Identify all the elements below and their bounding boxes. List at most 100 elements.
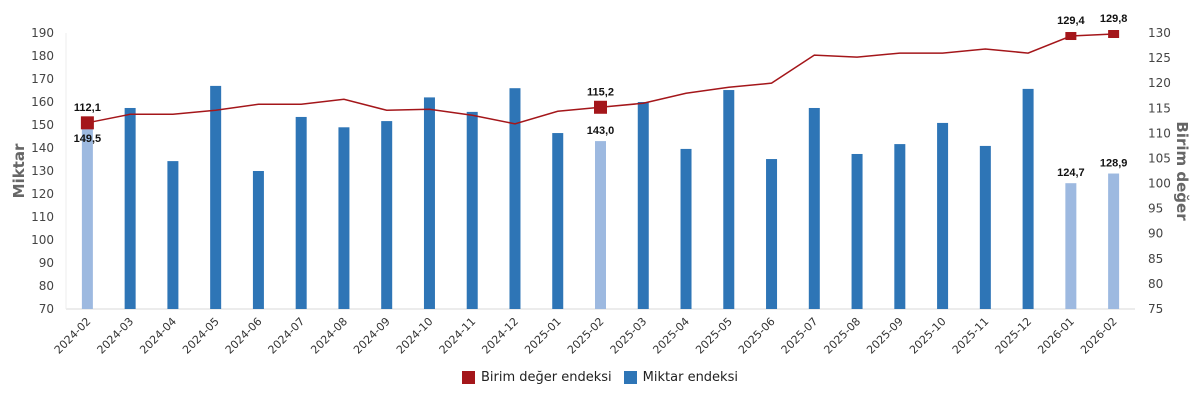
y-tick-label: 80 bbox=[39, 279, 54, 293]
data-label: 124,7 bbox=[1057, 167, 1085, 179]
x-tick-label: 2025-05 bbox=[693, 315, 735, 357]
bar[interactable] bbox=[766, 159, 778, 309]
x-tick-label: 2024-11 bbox=[437, 315, 479, 357]
y-tick-label: 160 bbox=[31, 95, 54, 109]
line-marker[interactable] bbox=[80, 116, 94, 130]
bar[interactable] bbox=[1108, 173, 1120, 309]
right-y-axis: 75 80 85 90 95 100 105 110 115 120 125 130 bbox=[1148, 26, 1171, 316]
data-label: 128,9 bbox=[1100, 158, 1128, 170]
bar[interactable] bbox=[124, 107, 136, 309]
y-right-tick-label: 125 bbox=[1148, 51, 1171, 65]
legend-swatch-red-icon bbox=[462, 371, 475, 384]
y-right-tick-label: 130 bbox=[1148, 26, 1171, 40]
bar[interactable] bbox=[552, 133, 564, 309]
legend-item-miktar[interactable]: Miktar endeksi bbox=[623, 370, 738, 385]
x-tick-label: 2026-01 bbox=[1035, 315, 1077, 357]
bar[interactable] bbox=[808, 107, 820, 309]
y-tick-label: 70 bbox=[39, 302, 54, 316]
bar[interactable] bbox=[723, 90, 735, 309]
bar[interactable] bbox=[637, 102, 649, 309]
y-tick-label: 100 bbox=[31, 233, 54, 247]
line-marker[interactable] bbox=[594, 100, 607, 114]
bar[interactable] bbox=[1022, 88, 1034, 309]
legend-swatch-blue-icon bbox=[623, 371, 637, 384]
y-right-tick-label: 80 bbox=[1148, 277, 1163, 291]
x-tick-label: 2024-06 bbox=[223, 315, 265, 357]
bar[interactable] bbox=[851, 153, 863, 309]
y-right-tick-label: 95 bbox=[1148, 202, 1163, 216]
legend-item-birim-deger[interactable]: Birim değer endeksi bbox=[462, 370, 612, 385]
x-tick-label: 2024-02 bbox=[52, 315, 94, 357]
right-axis-title: Birim değer bbox=[1173, 121, 1191, 221]
bar[interactable] bbox=[979, 145, 991, 309]
y-right-tick-label: 110 bbox=[1148, 126, 1171, 140]
data-label: 129,8 bbox=[1100, 13, 1128, 25]
y-right-tick-label: 85 bbox=[1148, 252, 1163, 266]
y-tick-label: 190 bbox=[31, 26, 54, 40]
x-tick-label: 2024-05 bbox=[180, 315, 222, 357]
y-tick-label: 90 bbox=[39, 256, 54, 270]
x-axis-ticks: 2024-02 2024-03 2024-04 2024-05 2024-06 2024-… bbox=[52, 315, 1120, 357]
legend-label: Miktar endeksi bbox=[642, 370, 738, 385]
x-tick-label: 2024-04 bbox=[137, 315, 179, 357]
y-right-tick-label: 90 bbox=[1148, 227, 1163, 241]
y-right-tick-label: 105 bbox=[1148, 151, 1171, 165]
bar[interactable] bbox=[894, 144, 906, 309]
data-labels: 112,1 149,5 115,2 143,0 129,4 129,8 124,7 128,9 bbox=[74, 13, 1128, 179]
y-tick-label: 130 bbox=[31, 164, 54, 178]
y-tick-label: 180 bbox=[31, 49, 54, 63]
bar[interactable] bbox=[1065, 183, 1077, 309]
data-label: 149,5 bbox=[74, 133, 102, 145]
bar[interactable] bbox=[423, 97, 435, 310]
bar[interactable] bbox=[381, 121, 393, 309]
bar-series-miktar bbox=[81, 85, 1120, 310]
left-axis-title: Miktar bbox=[10, 143, 28, 198]
y-right-tick-label: 115 bbox=[1148, 101, 1171, 115]
bar[interactable] bbox=[338, 127, 350, 309]
bar[interactable] bbox=[167, 161, 179, 309]
x-tick-label: 2025-03 bbox=[608, 315, 650, 357]
x-tick-label: 2024-10 bbox=[394, 315, 436, 357]
y-tick-label: 120 bbox=[31, 187, 54, 201]
x-tick-label: 2025-06 bbox=[736, 315, 778, 357]
bar[interactable] bbox=[509, 88, 521, 309]
legend-label: Birim değer endeksi bbox=[481, 370, 612, 385]
x-tick-label: 2024-09 bbox=[351, 315, 393, 357]
x-tick-label: 2024-12 bbox=[479, 315, 521, 357]
chart-legend: Birim değer endeksi Miktar endeksi bbox=[0, 370, 1200, 385]
y-tick-label: 110 bbox=[31, 210, 54, 224]
x-tick-label: 2024-03 bbox=[95, 315, 137, 357]
x-tick-label: 2025-04 bbox=[650, 315, 692, 357]
data-label: 115,2 bbox=[587, 86, 614, 98]
bar[interactable] bbox=[466, 111, 478, 309]
y-tick-label: 170 bbox=[31, 72, 54, 86]
bar[interactable] bbox=[595, 141, 606, 309]
line-marker[interactable] bbox=[1065, 32, 1077, 41]
bar[interactable] bbox=[680, 148, 692, 309]
y-tick-label: 140 bbox=[31, 141, 54, 155]
x-tick-label: 2025-02 bbox=[565, 315, 607, 357]
left-y-axis: 70 80 90 100 110 120 130 140 150 160 170 180 190 bbox=[31, 26, 54, 316]
y-right-tick-label: 100 bbox=[1148, 177, 1171, 191]
bar[interactable] bbox=[252, 171, 264, 309]
x-tick-label: 2026-02 bbox=[1078, 315, 1120, 357]
line-series-birim-deger bbox=[80, 30, 1120, 130]
y-tick-label: 150 bbox=[31, 118, 54, 132]
bar[interactable] bbox=[937, 122, 949, 310]
data-label: 143,0 bbox=[587, 125, 615, 137]
x-tick-label: 2024-08 bbox=[308, 315, 350, 357]
bar[interactable] bbox=[210, 85, 222, 310]
x-tick-label: 2025-10 bbox=[907, 315, 949, 357]
y-right-tick-label: 120 bbox=[1148, 76, 1171, 90]
x-tick-label: 2024-07 bbox=[266, 315, 308, 357]
line-marker[interactable] bbox=[1108, 30, 1120, 39]
bar[interactable] bbox=[81, 126, 93, 310]
y-right-tick-label: 75 bbox=[1148, 302, 1163, 316]
x-tick-label: 2025-11 bbox=[950, 315, 992, 357]
x-tick-label: 2025-12 bbox=[993, 315, 1035, 357]
bar[interactable] bbox=[295, 116, 307, 309]
data-label: 129,4 bbox=[1057, 15, 1085, 27]
x-tick-label: 2025-07 bbox=[779, 315, 821, 357]
data-label: 112,1 bbox=[74, 102, 101, 114]
